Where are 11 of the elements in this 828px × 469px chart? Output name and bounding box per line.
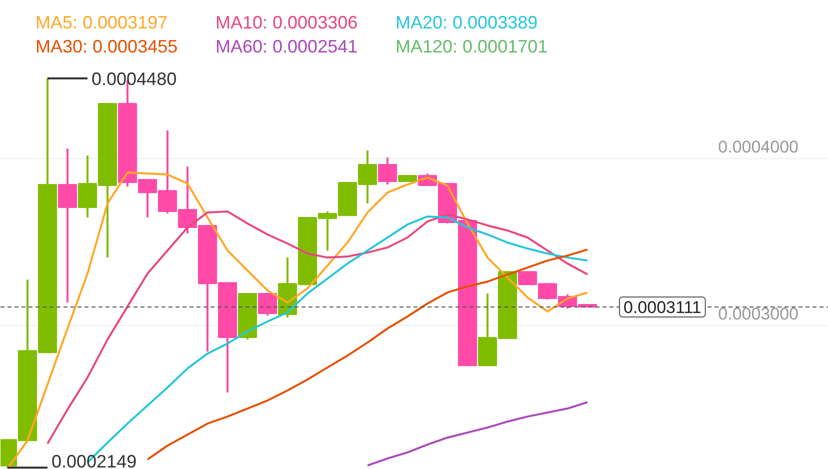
ref-line-label: 0.0003111 xyxy=(624,298,702,317)
y-tick-label: 0.0004000 xyxy=(718,138,799,157)
y-tick-label: 0.0003000 xyxy=(718,304,799,324)
annotation: 0.0004480 xyxy=(92,68,177,89)
text: MA30: 0.0003455 xyxy=(36,36,178,56)
text: MA5: 0.0003197 xyxy=(36,12,168,32)
legend-label: MA120: 0.0001701 xyxy=(396,36,548,56)
text: MA10: 0.0003306 xyxy=(216,12,358,32)
text: MA60: 0.0002541 xyxy=(216,36,358,56)
annotation: 0.0002149 xyxy=(52,452,137,469)
text: MA20: 0.0003389 xyxy=(396,12,538,32)
